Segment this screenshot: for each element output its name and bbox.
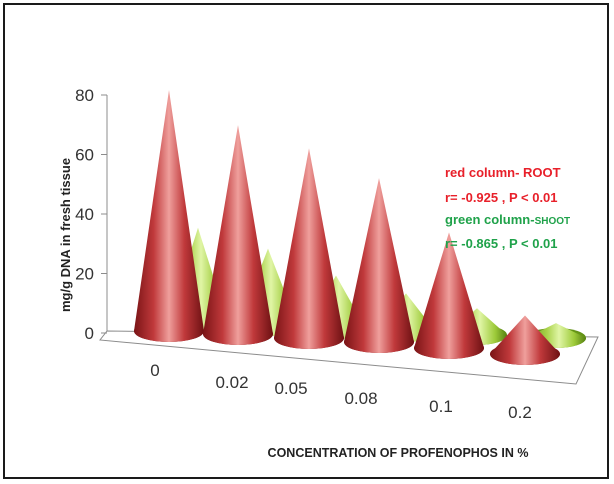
x-tick-label: 0.08 xyxy=(344,389,377,408)
x-tick-label: 0.02 xyxy=(215,373,248,392)
root-cone xyxy=(414,232,484,359)
y-tick-label: 40 xyxy=(75,205,94,224)
x-tick-label: 0 xyxy=(150,361,159,380)
root-cone xyxy=(344,178,414,353)
green-series-stats: r= -0.865 , P < 0.01 xyxy=(445,236,558,251)
series-root xyxy=(134,90,560,365)
red-series-stats: r= -0.925 , P < 0.01 xyxy=(445,190,558,205)
root-cone xyxy=(203,125,273,345)
y-axis: 0 20 40 60 80 xyxy=(75,86,107,343)
green-series-label-a: green column- xyxy=(445,212,535,227)
y-tick-label: 20 xyxy=(75,265,94,284)
y-axis-title: mg/g DNA in fresh tissue xyxy=(58,158,73,312)
x-tick-label: 0.1 xyxy=(429,397,453,416)
x-tick-label: 0.2 xyxy=(508,403,532,422)
red-series-label: red column- ROOT xyxy=(445,165,561,180)
y-tick-label: 60 xyxy=(75,146,94,165)
y-tick-label: 80 xyxy=(75,86,94,105)
root-cone xyxy=(274,148,344,349)
x-tick-label: 0.05 xyxy=(274,379,307,398)
root-cone xyxy=(134,90,204,342)
root-cone xyxy=(490,315,560,365)
y-tick-label: 0 xyxy=(85,324,94,343)
x-axis-title: CONCENTRATION OF PROFENOPHOS IN % xyxy=(268,446,529,460)
green-series-label: green column-SHOOT xyxy=(445,212,570,227)
x-axis: 0 0.02 0.05 0.08 0.1 0.2 xyxy=(150,361,532,422)
green-series-label-b: SHOOT xyxy=(535,216,571,227)
